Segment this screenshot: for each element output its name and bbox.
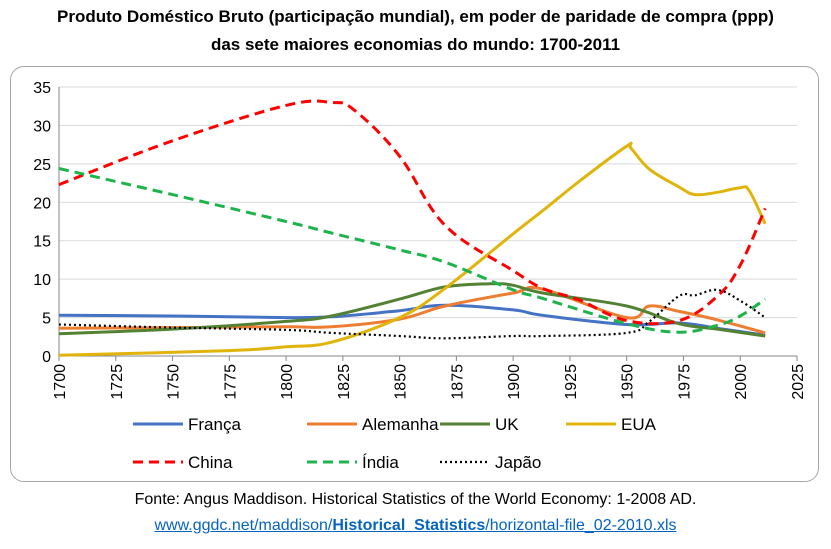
source-link-part-1[interactable]: www.ggdc.net/maddison/ [154,517,333,534]
series-line-6 [58,288,766,340]
y-tick-label: 0 [42,349,51,366]
legend-label: EUA [621,415,657,434]
y-tick-label: 5 [42,311,51,328]
x-tick-label: 1825 [336,364,353,400]
legend-label: UK [495,415,519,434]
x-tick-label: 1850 [393,364,410,400]
legend-label: Japão [495,453,541,472]
chart-title-line-1: Produto Doméstico Bruto (participação mu… [57,7,774,26]
series-line-4 [58,99,767,326]
chart-frame [10,66,819,482]
x-tick-label: 1925 [563,364,580,400]
legend-label: China [188,453,233,472]
source-text: Fonte: Angus Maddison. Historical Statis… [134,491,697,508]
x-tick-label: 1875 [449,364,466,400]
source-link-part-2[interactable]: Historical_Statistics [332,517,486,534]
y-tick-label: 15 [33,234,51,251]
series-line-1 [58,285,766,335]
x-tick-label: 2025 [790,364,807,400]
x-tick-label: 1775 [222,364,239,400]
y-tick-label: 35 [33,80,51,97]
series-line-2 [58,282,766,338]
source-link[interactable]: www.ggdc.net/maddison/Historical_Statist… [0,517,831,535]
x-tick-label: 1750 [166,364,183,400]
series-line-5 [58,167,767,334]
chart-title-line-2: das sete maiores economias do mundo: 170… [210,35,621,54]
y-tick-label: 30 [33,118,51,135]
y-tick-label: 20 [33,195,51,212]
x-tick-label: 1950 [620,364,637,400]
x-tick-label: 2000 [733,364,750,400]
x-tick-label: 1725 [109,364,126,400]
source-link-part-3[interactable]: /horizontal-file_02-2010.xls [485,517,677,534]
x-tick-label: 1800 [279,364,296,400]
x-tick-label: 1975 [676,364,693,400]
series-line-3 [58,141,767,357]
x-tick-label: 1700 [52,364,69,400]
legend-label: França [188,415,241,434]
legend-label: Índia [362,453,399,472]
x-tick-label: 1900 [506,364,523,400]
y-tick-label: 25 [33,157,51,174]
y-tick-label: 10 [33,272,51,289]
legend-label: Alemanha [362,415,439,434]
